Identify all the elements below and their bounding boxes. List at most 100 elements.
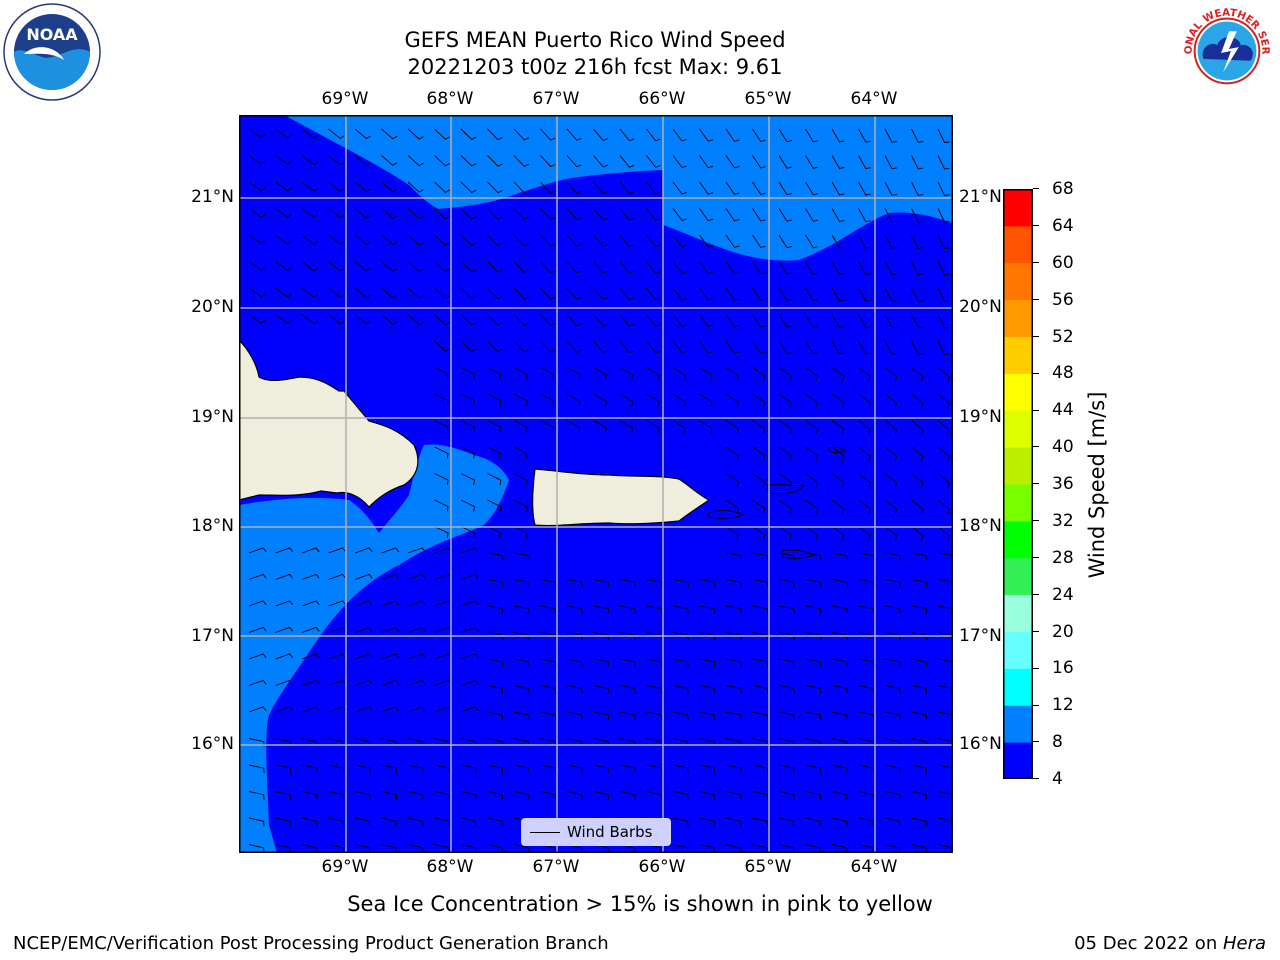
land-virgin-islands: [766, 446, 847, 495]
wind-barb: [301, 706, 320, 713]
wind-barb: [858, 393, 871, 408]
wind-barb: [805, 420, 819, 435]
wind-barb: [513, 128, 529, 141]
wind-barb: [513, 340, 529, 353]
wind-barb: [699, 579, 716, 588]
wind-barb: [778, 764, 795, 774]
wind-barb: [884, 261, 897, 276]
wind-barb: [328, 287, 345, 298]
wind-barb: [460, 208, 477, 220]
wind-barb: [381, 626, 400, 633]
wind-barb: [778, 473, 792, 488]
wind-barb: [672, 658, 689, 667]
wind-barb: [831, 817, 848, 827]
wind-barb: [646, 287, 661, 301]
wind-barb: [884, 844, 901, 853]
wind-barb: [911, 261, 924, 276]
wind-barb: [275, 706, 294, 713]
wind-barb: [540, 791, 557, 800]
wind-barb: [248, 208, 266, 218]
wind-barb: [301, 844, 318, 853]
wind-barb: [566, 685, 583, 694]
wind-barb: [672, 208, 687, 222]
colorbar-tick-label: 36: [1052, 474, 1074, 494]
wind-barb: [540, 181, 556, 194]
wind-barb: [646, 155, 661, 168]
wind-barb: [911, 526, 924, 541]
wind-barb: [752, 658, 769, 667]
wind-barb: [593, 711, 610, 721]
wind-barb: [248, 547, 267, 554]
wind-barb: [301, 181, 319, 192]
wind-barb: [619, 367, 634, 381]
wind-barb: [381, 844, 398, 853]
wind-barb: [593, 314, 608, 327]
chart-title-line2: 20221203 t00z 216h fcst Max: 9.61: [407, 55, 783, 79]
wind-barb: [593, 155, 608, 168]
wind-barb: [248, 626, 267, 633]
colorbar-tick-mark: [1033, 409, 1039, 411]
wind-barb: [831, 367, 845, 382]
colorbar-tick-label: 56: [1052, 289, 1074, 310]
wind-barb: [460, 706, 479, 713]
wind-barb: [301, 547, 320, 554]
wind-barb: [937, 261, 950, 276]
wind-barb: [778, 128, 793, 143]
wind-barb: [937, 526, 951, 541]
wind-barb: [778, 340, 793, 355]
wind-barb: [275, 547, 294, 554]
colorbar-tick-label: 52: [1052, 326, 1074, 347]
wind-barb: [831, 552, 848, 561]
colorbar-tick-mark: [1033, 188, 1039, 190]
wind-barbs: [248, 128, 953, 853]
wind-barb: [540, 579, 557, 588]
wind-barb: [884, 711, 901, 721]
wind-barb: [593, 393, 608, 407]
colorbar-segment: [1003, 631, 1033, 669]
wind-barb: [646, 605, 663, 614]
wind-barb: [725, 791, 742, 800]
wind-barb: [540, 128, 556, 141]
wind-barb: [566, 314, 582, 327]
wind-barb: [328, 679, 347, 686]
wind-barb: [328, 128, 345, 139]
wind-barb: [805, 446, 819, 461]
wind-barb: [487, 526, 502, 539]
footer-left: NCEP/EMC/Verification Post Processing Pr…: [13, 933, 609, 954]
wind-barb: [699, 367, 713, 381]
wind-barb: [778, 420, 792, 435]
wind-barb: [301, 626, 320, 633]
wind-barb: [778, 579, 795, 588]
wind-barb: [354, 600, 373, 607]
wind-barb: [275, 573, 294, 580]
colorbar: [1003, 189, 1033, 779]
wind-barb: [248, 600, 267, 607]
wind-barb: [487, 234, 503, 247]
wind-barb: [513, 287, 529, 300]
wind-barb: [354, 573, 373, 580]
wind-barb: [487, 791, 504, 800]
wind-barb: [354, 791, 371, 800]
wind-barb: [460, 181, 477, 194]
wind-barb: [593, 367, 608, 380]
wind-barb: [354, 706, 373, 713]
colorbar-tick-mark: [1033, 335, 1039, 337]
colorbar-tick-mark: [1033, 262, 1039, 263]
wind-barb: [407, 314, 424, 326]
wind-barb: [540, 393, 555, 407]
colorbar-segment: [1003, 336, 1033, 374]
wind-barb: [566, 181, 582, 194]
wind-barb: [460, 653, 479, 660]
wind-barb: [354, 287, 371, 299]
wind-barb: [911, 155, 924, 170]
wind-barb: [858, 817, 875, 827]
wind-barb: [381, 791, 398, 800]
wind-barb: [752, 526, 766, 540]
wind-barb: [619, 128, 635, 142]
wind-barb: [884, 181, 897, 196]
wind-barb: [328, 791, 345, 800]
wind-barb: [858, 579, 875, 588]
wind-barb: [911, 234, 924, 249]
wind-barb: [752, 685, 769, 694]
wind-barb: [725, 367, 740, 381]
